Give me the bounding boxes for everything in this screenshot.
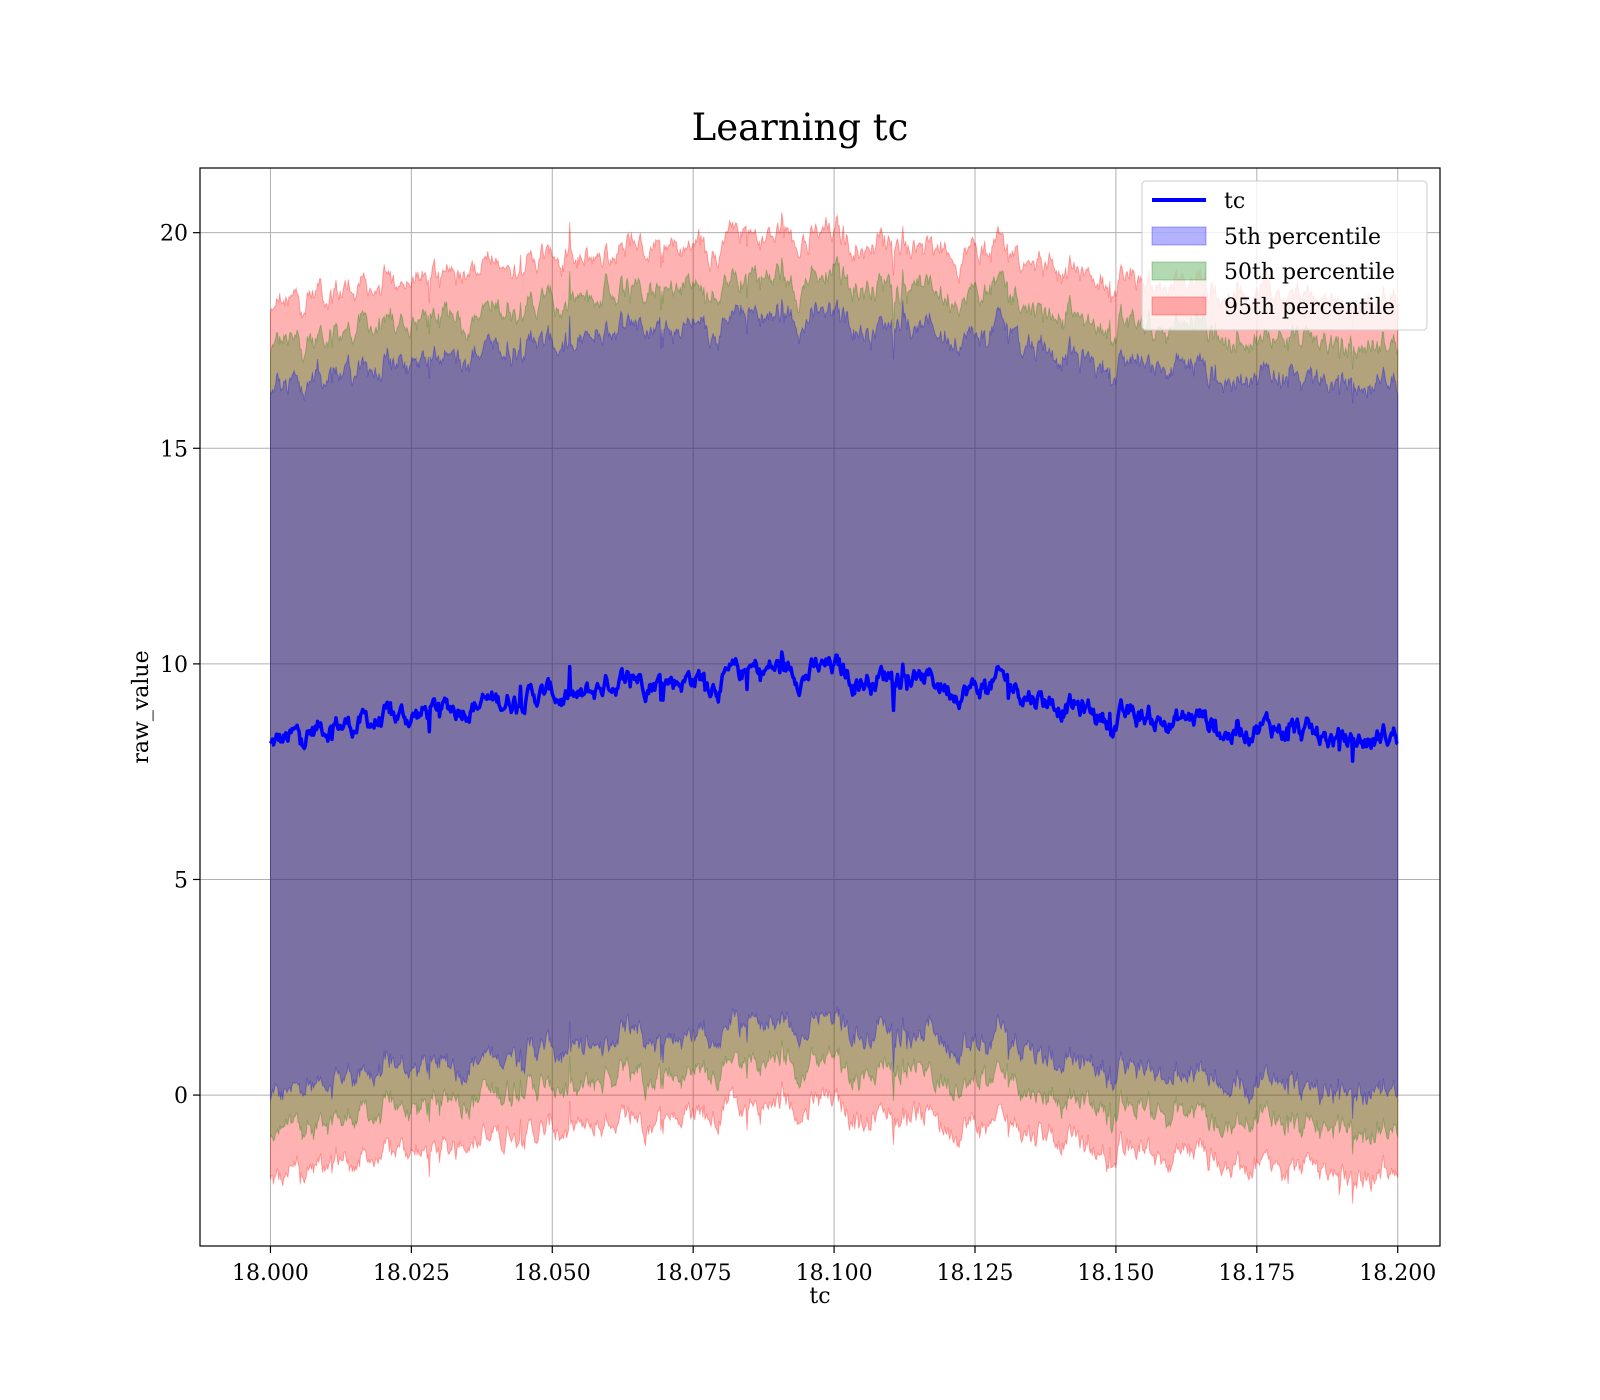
grid	[200, 168, 1440, 1246]
x-tick-label: 18.200	[1359, 1261, 1436, 1286]
x-tick-label: 18.000	[232, 1261, 309, 1286]
x-tick-label: 18.125	[937, 1261, 1014, 1286]
y-axis-label: raw_value	[129, 650, 154, 763]
x-axis-label: tc	[809, 1284, 830, 1309]
y-tick-label: 5	[174, 868, 188, 893]
legend-swatch-50th	[1151, 261, 1207, 281]
x-tick-label: 18.175	[1218, 1261, 1295, 1286]
x-axis: 18.000 18.025 18.050 18.075 18.100 18.125 18.1…	[232, 1246, 1436, 1286]
band-5th	[270, 299, 1399, 1119]
band-50th	[270, 255, 1399, 1155]
x-tick-label: 18.025	[373, 1261, 450, 1286]
legend: tc 5th percentile 50th percentile 95th p…	[1141, 180, 1428, 331]
x-tick-label: 18.050	[514, 1261, 591, 1286]
y-tick-label: 0	[174, 1084, 188, 1109]
y-axis: 0 5 10 15 20	[160, 222, 200, 1109]
legend-label-5th: 5th percentile	[1224, 225, 1381, 250]
bands	[270, 212, 1399, 1204]
x-tick-label: 18.150	[1077, 1261, 1154, 1286]
y-tick-label: 20	[160, 222, 188, 247]
x-tick-label: 18.075	[655, 1261, 732, 1286]
legend-swatch-5th	[1151, 226, 1207, 246]
series-line-tc	[268, 650, 1399, 763]
y-tick-label: 15	[160, 437, 188, 462]
chart-title: Learning tc	[692, 106, 909, 149]
y-tick-label: 10	[160, 653, 188, 678]
legend-label-50th: 50th percentile	[1224, 260, 1395, 285]
legend-swatch-95th	[1151, 296, 1207, 316]
legend-frame	[1141, 180, 1428, 331]
series-lines	[268, 650, 1399, 763]
band-95th	[270, 212, 1399, 1204]
plot-frame	[199, 167, 1441, 1247]
legend-label-95th: 95th percentile	[1224, 295, 1395, 320]
legend-label-tc: tc	[1224, 189, 1245, 214]
x-tick-label: 18.100	[796, 1261, 873, 1286]
